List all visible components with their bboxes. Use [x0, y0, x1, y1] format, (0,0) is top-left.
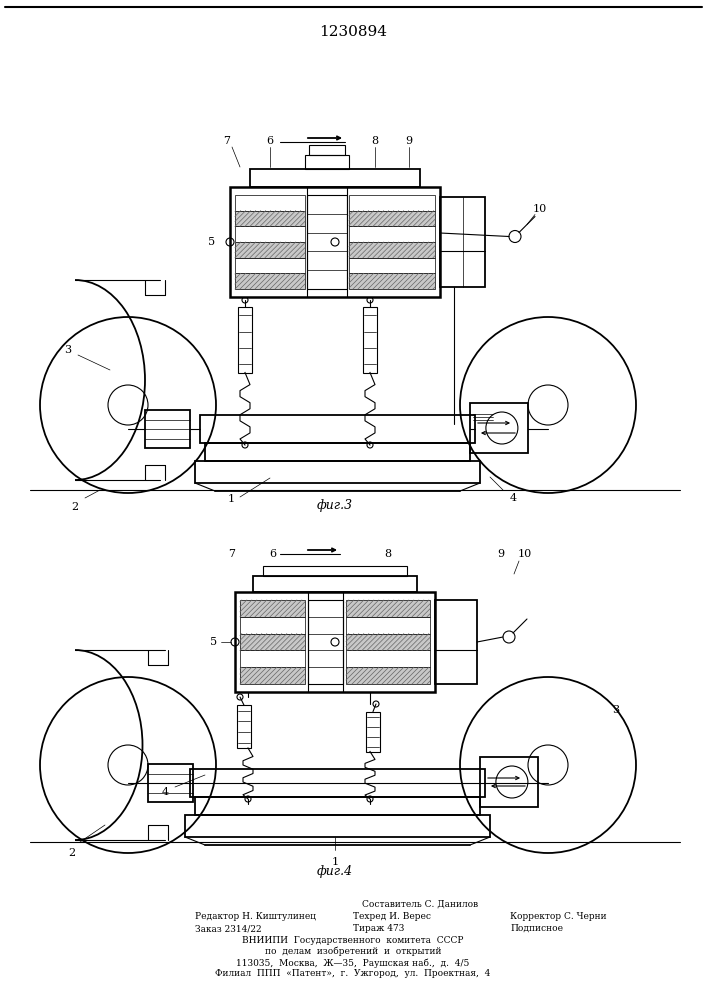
- Bar: [250, 169, 420, 187]
- Bar: [349, 242, 435, 258]
- Bar: [235, 273, 305, 289]
- Bar: [240, 617, 305, 634]
- Bar: [470, 403, 528, 453]
- Bar: [440, 197, 485, 287]
- Bar: [435, 600, 477, 684]
- Text: 3: 3: [612, 705, 619, 715]
- Text: Филиал  ППП  «Патент»,  г.  Ужгород,  ул.  Проектная,  4: Филиал ППП «Патент», г. Ужгород, ул. Про…: [216, 969, 491, 978]
- Text: ВНИИПИ  Государственного  комитета  СССР: ВНИИПИ Государственного комитета СССР: [243, 936, 464, 945]
- Text: 6: 6: [269, 549, 276, 559]
- Bar: [240, 634, 305, 650]
- Bar: [235, 195, 305, 211]
- Text: 2: 2: [71, 502, 78, 512]
- Bar: [240, 600, 305, 617]
- Bar: [230, 187, 440, 297]
- Text: 4: 4: [510, 493, 517, 503]
- Text: 8: 8: [385, 549, 392, 559]
- Text: 9: 9: [406, 136, 413, 146]
- Text: Корректор С. Черни: Корректор С. Черни: [510, 912, 607, 921]
- Bar: [200, 415, 475, 443]
- Text: Подписное: Подписное: [510, 924, 563, 933]
- Bar: [307, 195, 347, 289]
- Text: 1: 1: [228, 494, 235, 504]
- Bar: [346, 617, 430, 634]
- Text: 9: 9: [498, 549, 505, 559]
- Bar: [349, 258, 435, 273]
- Text: 7: 7: [223, 136, 230, 146]
- Text: 5: 5: [210, 637, 217, 647]
- Text: Составитель С. Данилов: Составитель С. Данилов: [362, 900, 478, 909]
- Text: 4: 4: [161, 787, 168, 797]
- Bar: [195, 461, 480, 483]
- Bar: [349, 211, 435, 226]
- Text: 6: 6: [267, 136, 274, 146]
- Text: 113035,  Москва,  Ж—35,  Раушская наб.,  д.  4/5: 113035, Москва, Ж—35, Раушская наб., д. …: [236, 958, 469, 968]
- Bar: [480, 757, 538, 807]
- Bar: [235, 226, 305, 242]
- Bar: [235, 592, 435, 692]
- Polygon shape: [195, 483, 480, 491]
- Bar: [190, 769, 485, 797]
- Bar: [363, 307, 377, 372]
- Bar: [237, 705, 251, 748]
- Text: Заказ 2314/22: Заказ 2314/22: [195, 924, 262, 933]
- Text: 8: 8: [371, 136, 378, 146]
- Bar: [145, 410, 190, 448]
- Text: 5: 5: [208, 237, 215, 247]
- Text: фиг.3: фиг.3: [317, 499, 353, 512]
- Text: 10: 10: [533, 204, 547, 214]
- Bar: [349, 226, 435, 242]
- Bar: [235, 258, 305, 273]
- Text: 1230894: 1230894: [319, 25, 387, 39]
- Text: Техред И. Верес: Техред И. Верес: [353, 912, 431, 921]
- Bar: [195, 797, 480, 815]
- Text: 1: 1: [332, 857, 339, 867]
- Bar: [349, 273, 435, 289]
- Bar: [346, 650, 430, 667]
- Bar: [349, 195, 435, 211]
- Bar: [238, 307, 252, 372]
- Text: Тираж 473: Тираж 473: [353, 924, 404, 933]
- Bar: [235, 242, 305, 258]
- Text: 7: 7: [228, 549, 235, 559]
- Text: по  делам  изобретений  и  открытий: по делам изобретений и открытий: [264, 947, 441, 956]
- Bar: [308, 600, 343, 684]
- Bar: [240, 667, 305, 684]
- Bar: [148, 764, 193, 802]
- Bar: [205, 443, 470, 461]
- Bar: [253, 576, 417, 592]
- Bar: [346, 634, 430, 650]
- Bar: [240, 650, 305, 667]
- Bar: [305, 155, 349, 169]
- Bar: [346, 667, 430, 684]
- Bar: [346, 600, 430, 617]
- Bar: [185, 815, 490, 837]
- Text: 2: 2: [69, 848, 76, 858]
- Bar: [309, 145, 345, 155]
- Text: Редактор Н. Киштулинец: Редактор Н. Киштулинец: [195, 912, 316, 921]
- Bar: [366, 712, 380, 752]
- Bar: [263, 566, 407, 576]
- Bar: [235, 211, 305, 226]
- Text: 10: 10: [518, 549, 532, 559]
- Text: 3: 3: [64, 345, 71, 355]
- Text: фиг.4: фиг.4: [317, 865, 353, 879]
